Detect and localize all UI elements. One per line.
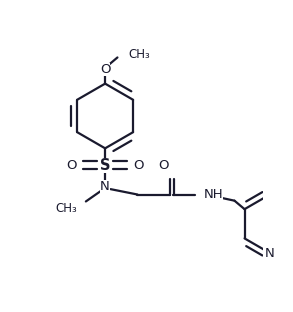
Text: CH₃: CH₃ [56,202,77,215]
Text: NH: NH [204,188,223,201]
Text: O: O [66,159,76,172]
Text: S: S [100,158,110,173]
Text: N: N [100,180,110,193]
Text: O: O [100,63,110,76]
Text: CH₃: CH₃ [128,48,150,61]
Text: O: O [134,159,144,172]
Text: O: O [159,159,169,172]
Text: N: N [265,246,275,260]
